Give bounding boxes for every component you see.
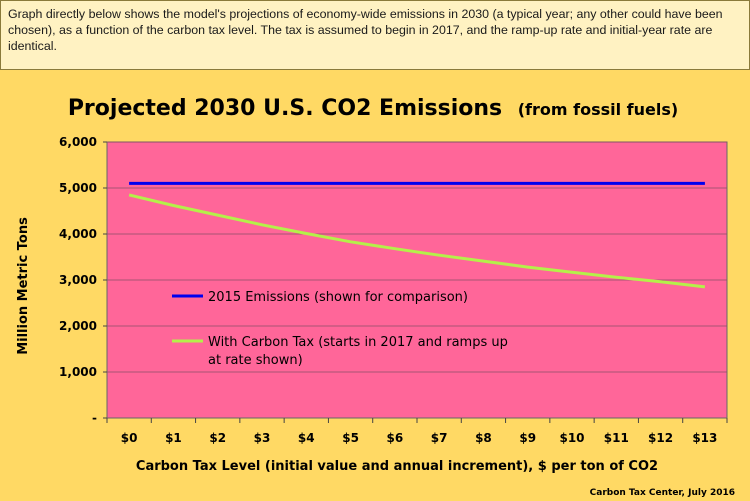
- y-tick-label: 4,000: [59, 227, 97, 241]
- x-tick-label: $11: [604, 431, 629, 445]
- x-tick-label: $2: [209, 431, 226, 445]
- x-tick-label: $1: [165, 431, 182, 445]
- legend-label-carbon-tax-line2: at rate shown): [208, 353, 303, 368]
- chart-title: Projected 2030 U.S. CO2 Emissions (from …: [68, 96, 678, 121]
- x-tick-label: $0: [121, 431, 138, 445]
- x-tick-label: $6: [387, 431, 404, 445]
- source-credit: Carbon Tax Center, July 2016: [590, 488, 735, 498]
- x-tick-label: $5: [342, 431, 359, 445]
- legend-label-carbon-tax-line1: With Carbon Tax (starts in 2017 and ramp…: [208, 335, 508, 350]
- y-tick-label: 5,000: [59, 181, 97, 195]
- series-line-with-carbon-tax: [128, 193, 706, 289]
- description-text: Graph directly below shows the model's p…: [8, 7, 723, 53]
- x-tick-label: $8: [475, 431, 492, 445]
- x-tick-label: $3: [254, 431, 271, 445]
- chart-title-main: Projected 2030 U.S. CO2 Emissions: [68, 96, 502, 121]
- chart-title-suffix: (from fossil fuels): [518, 100, 678, 119]
- emissions-line-chart: - 1,000 2,000 3,000 4,000 5,000 6,000 $0 $1 $2 $3…: [16, 96, 735, 498]
- y-axis-title: Million Metric Tons: [16, 217, 31, 355]
- legend: 2015 Emissions (shown for comparison) Wi…: [172, 290, 508, 368]
- x-axis-title: Carbon Tax Level (initial value and annu…: [136, 459, 658, 474]
- y-tick-label: -: [92, 411, 97, 425]
- x-tick-label: $13: [692, 431, 717, 445]
- x-tick-label: $10: [559, 431, 584, 445]
- series-lines: [128, 181, 706, 289]
- y-tick-label: 6,000: [59, 135, 97, 149]
- legend-label-2015: 2015 Emissions (shown for comparison): [208, 290, 468, 305]
- x-tick-label: $9: [519, 431, 536, 445]
- x-tick-label: $4: [298, 431, 315, 445]
- gridlines: [107, 141, 727, 373]
- y-tick-label: 1,000: [59, 365, 97, 379]
- x-tick-label: $12: [648, 431, 673, 445]
- description-note: Graph directly below shows the model's p…: [0, 0, 750, 70]
- y-tick-label: 3,000: [59, 273, 97, 287]
- x-tick-label: $7: [431, 431, 448, 445]
- y-axis-ticks: - 1,000 2,000 3,000 4,000 5,000 6,000: [59, 135, 107, 425]
- chart-area: - 1,000 2,000 3,000 4,000 5,000 6,000 $0 $1 $2 $3…: [0, 70, 750, 501]
- y-tick-label: 2,000: [59, 319, 97, 333]
- x-axis-ticks: $0 $1 $2 $3 $4 $5 $6 $7 $8 $9 $10 $11 $12 $13: [106, 418, 728, 445]
